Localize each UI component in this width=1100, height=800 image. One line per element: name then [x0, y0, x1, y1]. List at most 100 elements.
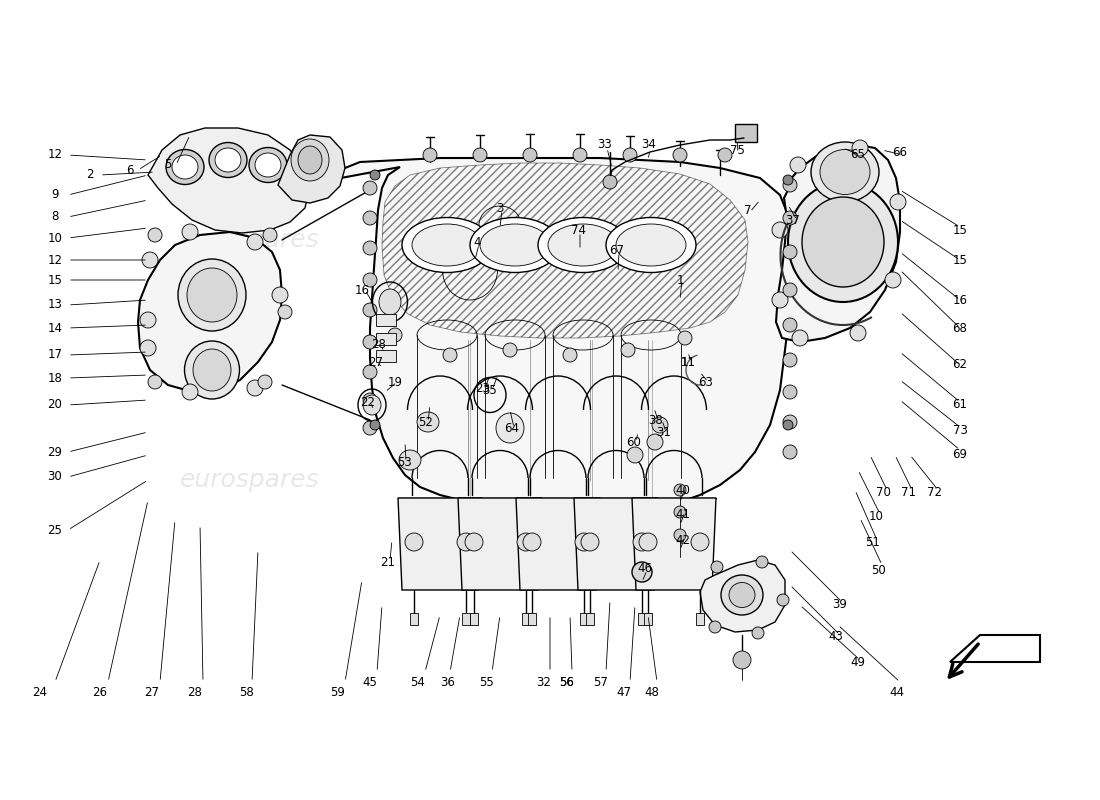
Text: 40: 40: [675, 483, 691, 497]
Circle shape: [623, 148, 637, 162]
Circle shape: [405, 533, 424, 551]
Text: 31: 31: [657, 426, 671, 438]
Circle shape: [248, 380, 263, 396]
Circle shape: [370, 420, 379, 430]
Circle shape: [443, 348, 456, 362]
Text: 28: 28: [188, 686, 202, 698]
Ellipse shape: [417, 412, 439, 432]
Text: 62: 62: [953, 358, 968, 371]
Circle shape: [674, 529, 686, 541]
Text: 24: 24: [33, 686, 47, 698]
Circle shape: [363, 365, 377, 379]
Text: 63: 63: [698, 375, 714, 389]
Circle shape: [783, 420, 793, 430]
Text: 22: 22: [361, 395, 375, 409]
Text: 57: 57: [594, 675, 608, 689]
Circle shape: [777, 594, 789, 606]
Text: 39: 39: [833, 598, 847, 611]
Bar: [644, 613, 652, 625]
Text: 44: 44: [890, 686, 904, 698]
Circle shape: [473, 148, 487, 162]
Ellipse shape: [298, 146, 322, 174]
Circle shape: [783, 385, 798, 399]
Text: 58: 58: [240, 686, 254, 698]
Circle shape: [850, 325, 866, 341]
Text: 10: 10: [47, 231, 63, 245]
Ellipse shape: [470, 218, 560, 273]
Text: 74: 74: [571, 223, 585, 237]
Text: 46: 46: [638, 562, 652, 574]
Ellipse shape: [788, 182, 898, 302]
Text: 61: 61: [953, 398, 968, 411]
Text: 15: 15: [953, 254, 967, 266]
Text: 27: 27: [368, 355, 384, 369]
Circle shape: [627, 447, 644, 463]
Text: 28: 28: [372, 338, 386, 351]
Text: 36: 36: [441, 675, 455, 689]
Ellipse shape: [811, 142, 879, 202]
Text: 72: 72: [927, 486, 943, 498]
Text: 20: 20: [47, 398, 63, 411]
Ellipse shape: [185, 341, 240, 399]
Circle shape: [363, 241, 377, 255]
Text: 27: 27: [144, 686, 159, 698]
Text: 16: 16: [953, 294, 968, 306]
Text: 10: 10: [869, 510, 883, 523]
Ellipse shape: [412, 224, 482, 266]
Ellipse shape: [480, 224, 550, 266]
Circle shape: [363, 181, 377, 195]
Bar: [528, 613, 536, 625]
Circle shape: [581, 533, 600, 551]
Circle shape: [792, 330, 808, 346]
Polygon shape: [330, 158, 792, 505]
Circle shape: [678, 331, 692, 345]
Circle shape: [148, 375, 162, 389]
Text: 11: 11: [681, 357, 695, 370]
Text: 30: 30: [47, 470, 63, 483]
Text: 65: 65: [850, 149, 866, 162]
Circle shape: [886, 272, 901, 288]
Circle shape: [783, 415, 798, 429]
Text: 1: 1: [676, 274, 684, 286]
Text: 73: 73: [953, 423, 967, 437]
Bar: [586, 613, 594, 625]
Text: 67: 67: [609, 243, 625, 257]
Text: eurospares: eurospares: [180, 228, 320, 252]
Polygon shape: [700, 560, 785, 632]
Circle shape: [783, 318, 798, 332]
Ellipse shape: [249, 147, 287, 182]
Circle shape: [674, 484, 686, 496]
Circle shape: [140, 312, 156, 328]
Circle shape: [852, 140, 868, 156]
Circle shape: [890, 194, 906, 210]
Circle shape: [517, 533, 535, 551]
Circle shape: [363, 211, 377, 225]
Circle shape: [772, 222, 788, 238]
Ellipse shape: [187, 268, 236, 322]
Text: 35: 35: [483, 383, 497, 397]
Bar: [470, 613, 478, 625]
Circle shape: [603, 175, 617, 189]
Text: 41: 41: [675, 509, 691, 522]
Text: 66: 66: [892, 146, 907, 158]
Circle shape: [272, 287, 288, 303]
Polygon shape: [574, 498, 658, 590]
Text: 9: 9: [52, 189, 58, 202]
Circle shape: [733, 651, 751, 669]
Ellipse shape: [178, 259, 246, 331]
Text: 56: 56: [560, 675, 574, 689]
Text: eurospares: eurospares: [510, 228, 650, 252]
Circle shape: [756, 556, 768, 568]
Text: 32: 32: [537, 675, 551, 689]
Circle shape: [639, 533, 657, 551]
Ellipse shape: [363, 395, 381, 415]
Polygon shape: [516, 498, 600, 590]
Bar: [376, 314, 396, 326]
Circle shape: [575, 533, 593, 551]
Circle shape: [148, 228, 162, 242]
Text: 3: 3: [496, 202, 504, 214]
Text: 53: 53: [397, 455, 411, 469]
Text: 43: 43: [828, 630, 844, 643]
Text: 12: 12: [47, 254, 63, 266]
Circle shape: [783, 283, 798, 297]
